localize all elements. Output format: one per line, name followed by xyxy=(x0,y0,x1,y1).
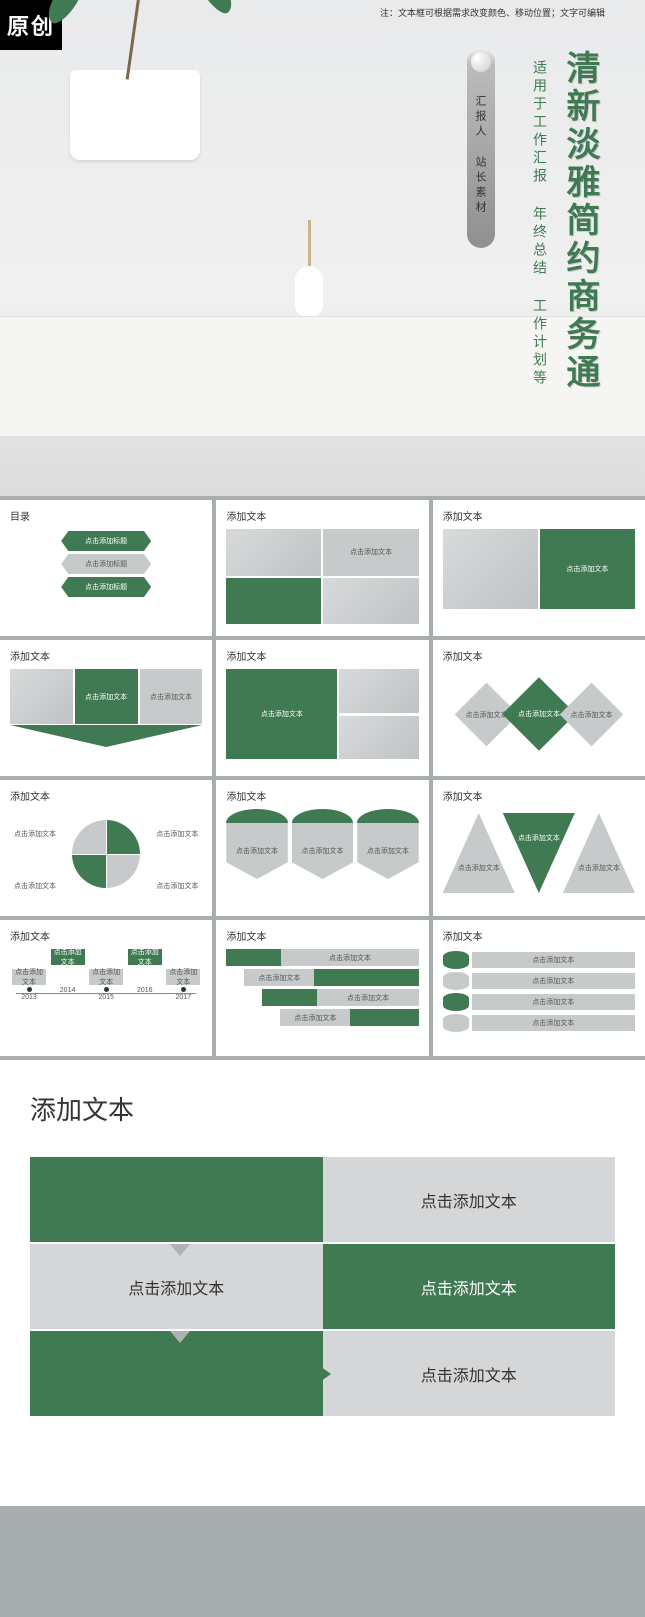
row-right: 点击添加文本 xyxy=(323,1331,616,1416)
text-ph: 点击添加文本 xyxy=(540,529,635,609)
photo-ph xyxy=(339,716,418,760)
stair-row: 点击添加文本 xyxy=(281,949,418,966)
pie-label: 点击添加文本 xyxy=(156,881,198,891)
thumb-photoside[interactable]: 添加文本 点击添加文本 xyxy=(216,640,428,776)
timeline-axis xyxy=(16,993,196,994)
thumb-catalog[interactable]: 目录 点击添加标题 点击添加标题 点击添加标题 xyxy=(0,500,212,636)
text-ph: 点击添加文本 xyxy=(140,669,203,724)
cyl-row: 点击添加文本 xyxy=(443,993,635,1011)
thumb-title: 添加文本 xyxy=(10,648,202,663)
reporter-text: 汇报人 站长素材 xyxy=(472,95,488,216)
thumb-twocol[interactable]: 添加文本 点击添加文本 xyxy=(433,500,645,636)
detail-row: 点击添加文本 xyxy=(30,1331,615,1416)
stair-row: 点击添加文本 xyxy=(244,969,314,986)
text-ph: 点击添加文本 xyxy=(226,669,337,759)
text-ph: 点击添加文本 xyxy=(75,669,138,724)
editor-hint: 注：文本框可根据需求改变颜色、移动位置；文字可编辑 xyxy=(380,6,605,19)
thumb-banner[interactable]: 添加文本 点击添加文本 点击添加文本 xyxy=(0,640,212,776)
thumb-timeline[interactable]: 添加文本 点击添加文本 2013 点击添加文本 2014 点击添加文本 2015 xyxy=(0,920,212,1056)
thumbnail-grid: 目录 点击添加标题 点击添加标题 点击添加标题 添加文本 点击添加文本 添加文本… xyxy=(0,496,645,1060)
thumb-diamonds[interactable]: 添加文本 点击添加文本 点击添加文本 点击添加文本 xyxy=(433,640,645,776)
shield-body: 点击添加文本 xyxy=(357,823,418,879)
thumb-cylinders[interactable]: 添加文本 点击添加文本 点击添加文本 点击添加文本 点击添加文本 xyxy=(433,920,645,1056)
thumb-title: 添加文本 xyxy=(226,648,418,663)
connector-arrow xyxy=(170,1244,190,1256)
triangle-up: 点击添加文本 xyxy=(563,813,635,893)
stair-row: 点击添加文本 xyxy=(280,1009,350,1026)
diffuser-stick xyxy=(308,220,311,270)
thumb-title: 添加文本 xyxy=(226,508,418,523)
color-block xyxy=(226,578,321,625)
toc-item: 点击添加标题 xyxy=(61,577,151,597)
photo-ph xyxy=(226,529,321,576)
triangle-up: 点击添加文本 xyxy=(443,813,515,893)
detail-slide: 添加文本 点击添加文本 点击添加文本 点击添加文本 点击添加文本 xyxy=(0,1060,645,1506)
connector-arrow-right xyxy=(317,1364,331,1384)
detail-title: 添加文本 xyxy=(30,1090,615,1127)
stair-row: 点击添加文本 xyxy=(317,989,418,1006)
photo-ph xyxy=(443,529,538,609)
pie-label: 点击添加文本 xyxy=(156,829,198,839)
thumb-title: 添加文本 xyxy=(443,508,635,523)
shield-cap xyxy=(357,809,418,823)
thumb-title: 添加文本 xyxy=(10,788,202,803)
toc-item: 点击添加标题 xyxy=(61,554,151,574)
cyl-row: 点击添加文本 xyxy=(443,1014,635,1032)
pie-chart xyxy=(72,820,140,888)
row-right: 点击添加文本 xyxy=(323,1157,616,1242)
thumb-shields[interactable]: 添加文本 点击添加文本 点击添加文本 点击添加文本 xyxy=(216,780,428,916)
thumb-title: 添加文本 xyxy=(443,928,635,943)
plant-decor xyxy=(70,70,200,160)
shield-body: 点击添加文本 xyxy=(292,823,353,879)
thumb-title: 添加文本 xyxy=(10,928,202,943)
connector-arrow xyxy=(170,1331,190,1343)
photo-ph xyxy=(339,669,418,713)
row-left xyxy=(30,1157,323,1242)
detail-row: 点击添加文本 点击添加文本 xyxy=(30,1244,615,1329)
detail-row: 点击添加文本 xyxy=(30,1157,615,1242)
cyl-row: 点击添加文本 xyxy=(443,972,635,990)
cover-subtitle: 适用于工作汇报 年终总结 工作计划等 xyxy=(530,60,550,388)
thumb-stairs[interactable]: 添加文本 点击添加文本 点击添加文本 点击添加文本 点击添加文本 xyxy=(216,920,428,1056)
photo-ph xyxy=(10,669,73,724)
thumb-title: 目录 xyxy=(10,508,202,523)
thumb-title: 添加文本 xyxy=(226,928,418,943)
thumb-title: 添加文本 xyxy=(443,648,635,663)
diamond: 点击添加文本 xyxy=(559,682,623,746)
row-right: 点击添加文本 xyxy=(323,1244,616,1329)
thumb-title: 添加文本 xyxy=(226,788,418,803)
row-left: 点击添加文本 xyxy=(30,1244,323,1329)
shield-cap xyxy=(292,809,353,823)
thumb-pie[interactable]: 添加文本 点击添加文本 点击添加文本 点击添加文本 点击添加文本 xyxy=(0,780,212,916)
toc-item: 点击添加标题 xyxy=(61,531,151,551)
photo-ph xyxy=(323,578,418,625)
row-left xyxy=(30,1331,323,1416)
triangle-down: 点击添加文本 xyxy=(503,813,575,893)
text-ph: 点击添加文本 xyxy=(323,529,418,576)
cyl-row: 点击添加文本 xyxy=(443,951,635,969)
arrow-block xyxy=(10,725,202,747)
thumb-quad[interactable]: 添加文本 点击添加文本 xyxy=(216,500,428,636)
shield-body: 点击添加文本 xyxy=(226,823,287,879)
thumb-triangles[interactable]: 添加文本 点击添加文本 点击添加文本 点击添加文本 xyxy=(433,780,645,916)
shield-cap xyxy=(226,809,287,823)
cover-title: 清新淡雅简约商务通 xyxy=(556,50,605,392)
diffuser-vase xyxy=(295,266,323,316)
thumb-title: 添加文本 xyxy=(443,788,635,803)
cover-slide: 原创 注：文本框可根据需求改变颜色、移动位置；文字可编辑 清新淡雅简约商务通 适… xyxy=(0,0,645,496)
pie-label: 点击添加文本 xyxy=(14,881,56,891)
pie-label: 点击添加文本 xyxy=(14,829,56,839)
